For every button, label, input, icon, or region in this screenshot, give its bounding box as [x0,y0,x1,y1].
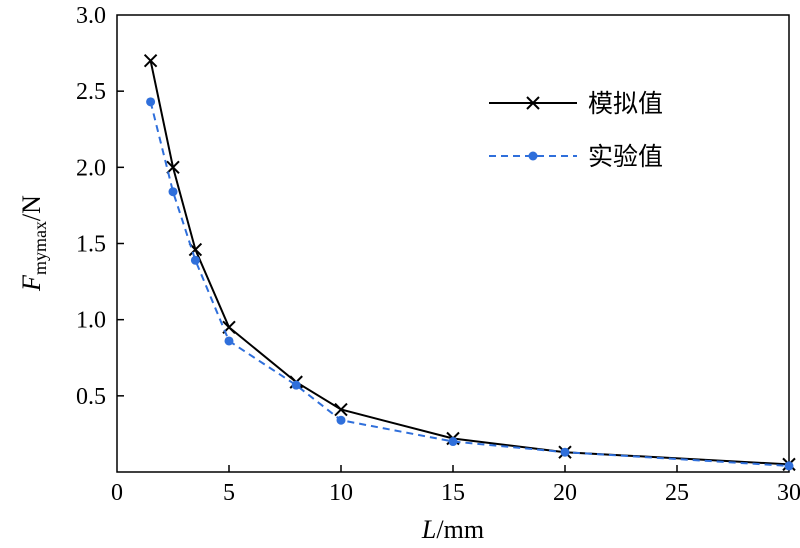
x-axis-label-unit: /mm [436,515,484,544]
legend: 模拟值 实验值 [489,89,663,171]
x-tick-label: 10 [329,480,353,506]
legend-label-simulated: 模拟值 [588,89,663,118]
data-point-experimental [146,97,156,107]
data-point-experimental [224,336,234,346]
x-axis-label-variable: L [421,515,436,544]
data-point-experimental [784,461,794,471]
y-axis-label: Fmymax/N [17,195,50,292]
data-point-simulated [143,53,158,68]
y-tick-label: 0.5 [76,384,106,410]
data-point-experimental [448,437,458,447]
x-tick-label: 25 [665,480,689,506]
x-tick-label: 5 [223,480,235,506]
y-axis-label-unit: /N [17,195,46,221]
x-tick-label: 30 [777,480,800,506]
legend-item-simulated: 模拟值 [489,89,663,118]
data-point-simulated [166,160,180,175]
x-axis-label: L/mm [421,515,484,544]
x-tick-label: 0 [111,480,123,506]
x-axis-ticks: 0 5 10 15 20 25 30 [111,465,800,506]
plot-frame [116,14,790,473]
legend-marker-experimental [528,151,538,161]
series-line-simulated [149,60,790,466]
y-tick-label: 2.0 [76,155,106,181]
data-point-experimental [336,415,346,425]
data-point-experimental [190,255,200,265]
y-axis-label-variable: F [17,274,46,292]
x-tick-label: 15 [441,480,465,506]
data-point-experimental [291,380,301,390]
series-layer [143,53,796,472]
data-point-simulated [334,402,348,417]
legend-item-experimental: 实验值 [489,142,663,171]
legend-label-experimental: 实验值 [588,142,663,171]
y-tick-label: 1.0 [76,308,106,334]
y-tick-label: 1.5 [76,232,106,258]
y-tick-label: 3.0 [76,3,106,29]
legend-marker-simulated [526,96,540,110]
series-line-experimental [149,101,790,467]
x-tick-label: 20 [553,480,577,506]
data-point-experimental [168,187,178,197]
y-tick-label: 2.5 [76,79,106,105]
y-axis-label-subscript: mymax [30,221,50,275]
data-point-experimental [560,447,570,457]
y-axis-ticks: 0.5 1.0 1.5 2.0 2.5 3.0 [76,3,124,410]
